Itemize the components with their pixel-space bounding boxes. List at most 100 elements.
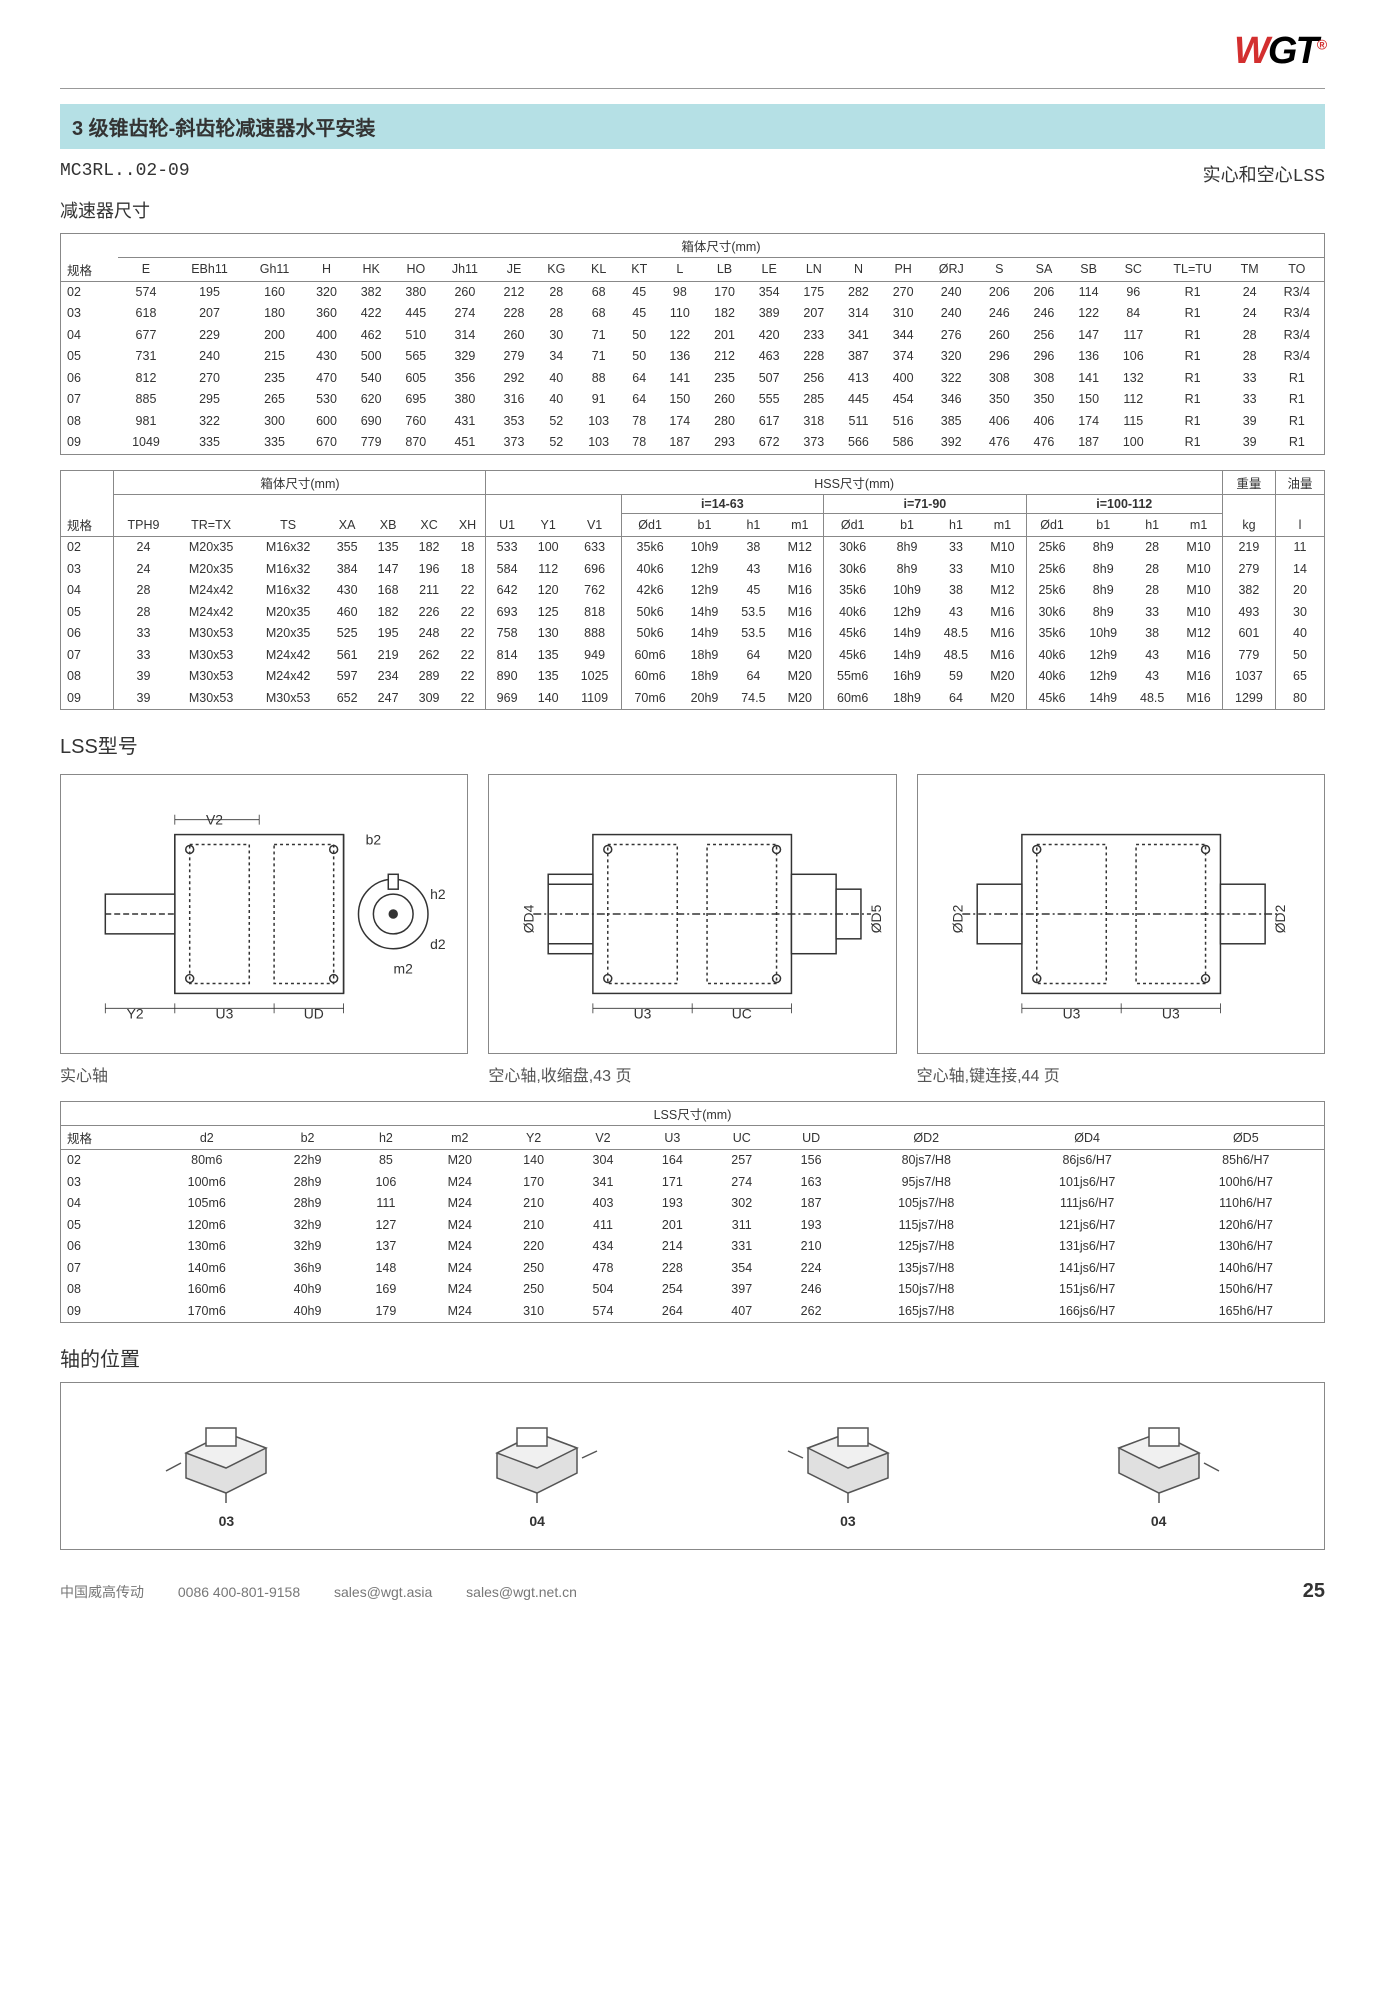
col-header: N bbox=[836, 258, 881, 282]
table-cell: 302 bbox=[707, 1193, 776, 1215]
table-cell: 355 bbox=[327, 537, 368, 559]
table-cell: 380 bbox=[438, 389, 492, 411]
svg-text:UD: UD bbox=[304, 1005, 324, 1021]
table-cell: 350 bbox=[977, 389, 1022, 411]
table-cell: 48.5 bbox=[1129, 688, 1175, 710]
table-cell: M30x53 bbox=[173, 666, 250, 688]
col-header: Ød1 bbox=[824, 513, 882, 537]
table-cell: 463 bbox=[747, 346, 792, 368]
table-cell: M10 bbox=[1175, 537, 1222, 559]
table-cell: 35k6 bbox=[621, 537, 679, 559]
table-cell: 100m6 bbox=[150, 1172, 264, 1194]
table-cell: 431 bbox=[438, 411, 492, 433]
table-cell: M24x42 bbox=[250, 645, 327, 667]
table-cell: 110 bbox=[658, 303, 703, 325]
table-cell: 33 bbox=[1230, 389, 1270, 411]
table-cell: 981 bbox=[118, 411, 174, 433]
table-cell: 250 bbox=[499, 1279, 568, 1301]
svg-text:U3: U3 bbox=[1062, 1005, 1080, 1021]
table-cell: 392 bbox=[925, 432, 977, 454]
col-header: KT bbox=[621, 258, 658, 282]
footer-email1: sales@wgt.asia bbox=[334, 1584, 432, 1600]
col-header: EBh11 bbox=[174, 258, 245, 282]
table-cell: 165h6/H7 bbox=[1168, 1301, 1325, 1323]
table-cell: 360 bbox=[304, 303, 349, 325]
col-header: b1 bbox=[881, 513, 933, 537]
table-cell: 397 bbox=[707, 1279, 776, 1301]
table-cell: 289 bbox=[409, 666, 450, 688]
table-cell: 141 bbox=[658, 368, 703, 390]
table-cell: 08 bbox=[61, 411, 118, 433]
shaft-label-3: 03 bbox=[693, 1513, 1004, 1529]
table-cell: 28h9 bbox=[264, 1172, 351, 1194]
table-cell: 296 bbox=[977, 346, 1022, 368]
table-cell: 510 bbox=[394, 325, 439, 347]
table-cell: 256 bbox=[1022, 325, 1067, 347]
table-cell: 175 bbox=[791, 281, 836, 303]
table-cell: 387 bbox=[836, 346, 881, 368]
table-cell: 248 bbox=[409, 623, 450, 645]
table-cell: 760 bbox=[394, 411, 439, 433]
col-header: b1 bbox=[679, 513, 731, 537]
table-cell: 8h9 bbox=[1077, 559, 1129, 581]
table-cell: 18h9 bbox=[881, 688, 933, 710]
table-cell: M16x32 bbox=[250, 580, 327, 602]
footer-phone: 0086 400-801-9158 bbox=[178, 1584, 300, 1600]
table-cell: 329 bbox=[438, 346, 492, 368]
table-cell: 98 bbox=[658, 281, 703, 303]
table-cell: 270 bbox=[174, 368, 245, 390]
col-header: m1 bbox=[1175, 513, 1222, 537]
table-cell: M10 bbox=[1175, 580, 1222, 602]
page-number: 25 bbox=[1303, 1580, 1325, 1603]
table-cell: M16 bbox=[777, 602, 824, 624]
table-cell: 282 bbox=[836, 281, 881, 303]
col-header: TM bbox=[1230, 258, 1270, 282]
table-cell: 28 bbox=[1129, 559, 1175, 581]
col-header: kg bbox=[1222, 513, 1275, 537]
table-cell: 45k6 bbox=[824, 645, 882, 667]
table-cell: 24 bbox=[114, 537, 173, 559]
table-cell: 260 bbox=[702, 389, 747, 411]
table-cell: 314 bbox=[836, 303, 881, 325]
table-cell: 335 bbox=[245, 432, 304, 454]
table-cell: 322 bbox=[925, 368, 977, 390]
table-cell: 11 bbox=[1275, 537, 1324, 559]
table-cell: 374 bbox=[881, 346, 926, 368]
col-header: Y1 bbox=[528, 513, 569, 537]
table-cell: 400 bbox=[881, 368, 926, 390]
table-cell: 219 bbox=[1222, 537, 1275, 559]
table-row: 0910493353356707798704513735210378187293… bbox=[61, 432, 1325, 454]
table-cell: 141js6/H7 bbox=[1007, 1258, 1168, 1280]
table-cell: 125js7/H8 bbox=[846, 1236, 1007, 1258]
col-header: KG bbox=[536, 258, 576, 282]
col-header: SB bbox=[1066, 258, 1111, 282]
table-cell: 28 bbox=[114, 602, 173, 624]
table-cell: 407 bbox=[707, 1301, 776, 1323]
table-cell: 135 bbox=[368, 537, 409, 559]
table-cell: 12h9 bbox=[881, 602, 933, 624]
table-cell: 246 bbox=[776, 1279, 845, 1301]
col-header: E bbox=[118, 258, 174, 282]
table-cell: 28 bbox=[114, 580, 173, 602]
table-cell: 22 bbox=[450, 688, 486, 710]
table-cell: 274 bbox=[707, 1172, 776, 1194]
table-cell: 220 bbox=[499, 1236, 568, 1258]
table-cell: 03 bbox=[61, 559, 114, 581]
table-cell: 169 bbox=[351, 1279, 420, 1301]
table-cell: 617 bbox=[747, 411, 792, 433]
col-header: LB bbox=[702, 258, 747, 282]
table-cell: 06 bbox=[61, 368, 118, 390]
table-cell: 264 bbox=[638, 1301, 707, 1323]
table-cell: 384 bbox=[327, 559, 368, 581]
col-header: Gh11 bbox=[245, 258, 304, 282]
table-cell: 115 bbox=[1111, 411, 1156, 433]
divider bbox=[60, 88, 1325, 89]
table-cell: M20x35 bbox=[250, 623, 327, 645]
table-cell: 779 bbox=[349, 432, 394, 454]
col-header: ØD2 bbox=[846, 1126, 1007, 1150]
table-cell: 642 bbox=[486, 580, 528, 602]
table-cell: 885 bbox=[118, 389, 174, 411]
col-header: 规格 bbox=[61, 1126, 150, 1150]
table-cell: 200 bbox=[245, 325, 304, 347]
table-cell: 10h9 bbox=[1077, 623, 1129, 645]
